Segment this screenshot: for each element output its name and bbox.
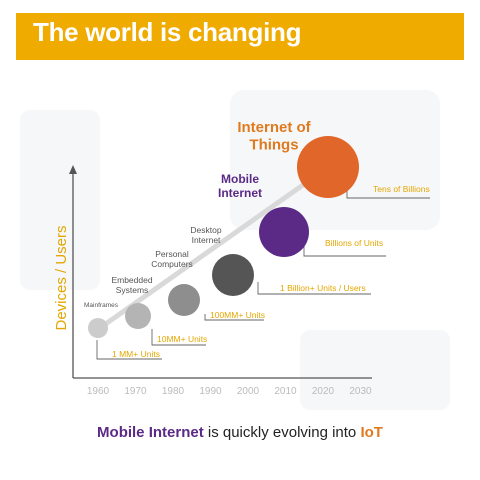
era-bracket-line [151, 329, 206, 346]
era-units-label: 100MM+ Units [210, 310, 265, 320]
y-axis-arrow [69, 165, 77, 174]
era-units-label: 10MM+ Units [157, 334, 207, 344]
caption-middle: is quickly evolving into [203, 424, 361, 441]
era-bracket-line [257, 282, 371, 295]
x-tick-label: 1990 [199, 386, 222, 397]
x-tick-labels: 1960 1970 1980 1990 2000 2010 2020 2030 [87, 386, 372, 397]
era-units-label: Tens of Billions [373, 184, 430, 194]
x-tick-label: 2000 [237, 386, 260, 397]
x-tick-label: 1960 [87, 386, 110, 397]
era-group: Mainframes 1 MM+ Units Embedded Systems 10MM… [84, 119, 430, 360]
era-name: Mainframes [84, 302, 119, 309]
era-units-label: 1 MM+ Units [112, 349, 160, 359]
era-5: Internet of Things Tens of Billions [237, 119, 430, 199]
caption-mobile-internet: Mobile Internet [97, 424, 204, 441]
era-bubble [168, 284, 200, 316]
era-name: Mobile Internet [218, 172, 262, 200]
x-tick-label: 1980 [162, 386, 185, 397]
x-tick-label: 2010 [274, 386, 297, 397]
era-bubble [125, 303, 151, 329]
era-units-label: 1 Billion+ Units / Users [280, 283, 366, 293]
era-2: Personal Computers 100MM+ Units [151, 249, 265, 321]
era-1: Embedded Systems 10MM+ Units [111, 275, 207, 346]
x-tick-label: 1970 [124, 386, 147, 397]
caption-iot: IoT [360, 424, 383, 441]
era-name: Desktop Internet [190, 225, 221, 245]
era-bubble [88, 318, 108, 338]
era-4: Mobile Internet Billions of Units [218, 172, 386, 257]
era-name: Personal Computers [151, 249, 193, 269]
x-tick-label: 2030 [349, 386, 372, 397]
era-bracket-line [303, 245, 386, 257]
caption: Mobile Internet is quickly evolving into… [0, 424, 480, 441]
era-0: Mainframes 1 MM+ Units [84, 302, 162, 360]
trend-line [94, 163, 333, 333]
era-bracket-line [96, 340, 162, 360]
title-bar: The world is changing [16, 13, 464, 60]
era-name: Embedded Systems [111, 275, 152, 295]
background-pattern [20, 90, 450, 410]
era-bracket-line [204, 314, 264, 321]
era-bubble [212, 254, 254, 296]
y-axis-label: Devices / Users [53, 225, 70, 330]
page-title: The world is changing [33, 17, 302, 47]
era-3: Desktop Internet 1 Billion+ Units / Users [190, 225, 371, 296]
era-bubble [259, 207, 309, 257]
era-name: Internet of Things [237, 119, 311, 154]
x-tick-label: 2020 [312, 386, 335, 397]
era-bubble [297, 136, 359, 198]
era-units-label: Billions of Units [325, 238, 383, 248]
